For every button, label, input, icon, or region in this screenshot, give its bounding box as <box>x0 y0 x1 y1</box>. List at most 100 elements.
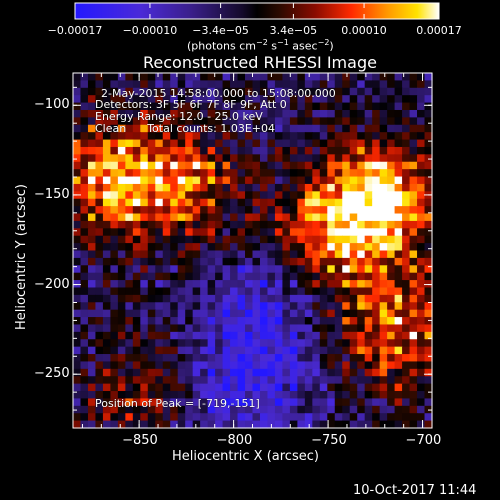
heatmap-cell <box>402 146 411 155</box>
heatmap-cell <box>402 132 411 141</box>
heatmap-cell <box>267 154 276 163</box>
heatmap-cell <box>102 383 111 392</box>
heatmap-cell <box>73 87 82 96</box>
heatmap-cell <box>267 413 276 422</box>
heatmap-cell <box>117 280 126 289</box>
heatmap-cell <box>80 206 89 215</box>
heatmap-cell <box>282 420 291 429</box>
heatmap-cell <box>282 331 291 340</box>
heatmap-cell <box>402 302 411 311</box>
heatmap-cell <box>237 139 246 148</box>
heatmap-cell <box>245 139 254 148</box>
heatmap-cell <box>379 228 388 237</box>
heatmap-cell <box>424 161 433 170</box>
heatmap-cell <box>387 243 396 252</box>
y-axis-label: Heliocentric Y (arcsec) <box>14 184 29 330</box>
heatmap-cell <box>222 228 231 237</box>
heatmap-cell <box>132 272 141 281</box>
heatmap-cell <box>110 95 119 104</box>
heatmap-cell <box>282 280 291 289</box>
heatmap-cell <box>200 213 209 222</box>
heatmap-cell <box>117 391 126 400</box>
heatmap-cell <box>200 346 209 355</box>
heatmap-cell <box>297 220 306 229</box>
heatmap-cell <box>349 235 358 244</box>
heatmap-cell <box>424 235 433 244</box>
heatmap-cell <box>95 154 104 163</box>
heatmap-cell <box>304 302 313 311</box>
heatmap-cell <box>132 346 141 355</box>
heatmap-cell <box>192 302 201 311</box>
heatmap-cell <box>282 102 291 111</box>
heatmap-cell <box>73 80 82 89</box>
heatmap-cell <box>80 87 89 96</box>
heatmap-cell <box>155 250 164 259</box>
heatmap-cell <box>140 146 149 155</box>
heatmap-cell <box>312 339 321 348</box>
heatmap-cell <box>312 243 321 252</box>
heatmap-cell <box>274 398 284 407</box>
heatmap-cell <box>95 368 104 377</box>
heatmap-cell <box>95 228 104 237</box>
heatmap-cell <box>327 87 336 96</box>
heatmap-cell <box>222 191 231 200</box>
heatmap-cell <box>267 324 276 333</box>
heatmap-cell <box>207 294 216 303</box>
heatmap-cell <box>274 139 284 148</box>
heatmap-cell <box>73 124 82 133</box>
heatmap-cell <box>312 169 321 178</box>
heatmap-cell <box>349 206 358 215</box>
heatmap-cell <box>237 243 246 252</box>
heatmap-cell <box>110 272 119 281</box>
heatmap-cell <box>132 176 141 185</box>
heatmap-cell <box>387 280 396 289</box>
heatmap-cell <box>312 109 321 118</box>
heatmap-cell <box>252 368 261 377</box>
heatmap-cell <box>342 235 351 244</box>
heatmap-cell <box>259 176 269 185</box>
heatmap-cell <box>379 250 388 259</box>
heatmap-cell <box>349 228 358 237</box>
heatmap-cell <box>417 228 426 237</box>
heatmap-cell <box>417 302 426 311</box>
heatmap-cell <box>192 420 201 429</box>
heatmap-cell <box>364 183 373 192</box>
heatmap-cell <box>379 413 388 422</box>
heatmap-cell <box>237 398 246 407</box>
heatmap-cell <box>252 132 261 141</box>
heatmap-cell <box>274 324 284 333</box>
heatmap-cell <box>334 169 343 178</box>
heatmap-cell <box>417 95 426 104</box>
heatmap-cell <box>192 80 201 89</box>
heatmap-cell <box>334 376 343 385</box>
heatmap-cell <box>155 198 164 207</box>
heatmap-cell <box>417 324 426 333</box>
heatmap-cell <box>80 117 89 126</box>
heatmap-cell <box>409 368 418 377</box>
heatmap-cell <box>87 235 97 244</box>
heatmap-cell <box>80 368 89 377</box>
heatmap-cell <box>230 80 239 89</box>
heatmap-cell <box>349 317 358 326</box>
heatmap-cell <box>342 368 351 377</box>
heatmap-cell <box>424 117 433 126</box>
heatmap-cell <box>379 376 388 385</box>
heatmap-cell <box>394 124 403 133</box>
heatmap-cell <box>349 213 358 222</box>
heatmap-cell <box>207 73 216 81</box>
heatmap-cell <box>95 73 104 81</box>
heatmap-cell <box>402 376 411 385</box>
heatmap-cell <box>394 317 403 326</box>
heatmap-cell <box>312 228 321 237</box>
heatmap-cell <box>102 420 111 429</box>
heatmap-cell <box>95 331 104 340</box>
heatmap-cell <box>140 287 149 296</box>
heatmap-cell <box>409 80 418 89</box>
heatmap-cell <box>215 146 224 155</box>
heatmap-cell <box>162 324 171 333</box>
heatmap-cell <box>117 124 126 133</box>
heatmap-cell <box>417 287 426 296</box>
heatmap-cell <box>372 346 381 355</box>
heatmap-cell <box>282 206 291 215</box>
heatmap-cell <box>95 317 104 326</box>
